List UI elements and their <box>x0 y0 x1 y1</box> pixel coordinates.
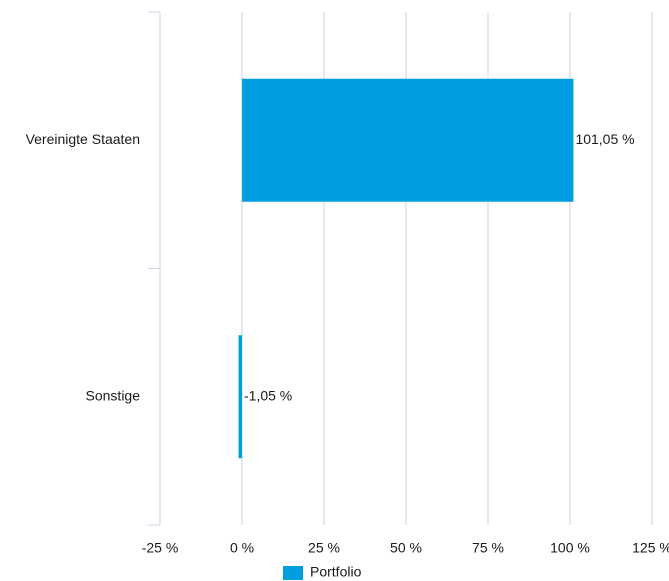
x-tick-label: 0 % <box>230 540 254 556</box>
y-tick-label: Vereinigte Staaten <box>26 131 140 147</box>
legend-label: Portfolio <box>310 564 362 580</box>
x-tick-label: 25 % <box>308 540 340 556</box>
data-label: -1,05 % <box>244 387 292 403</box>
y-tick-label: Sonstige <box>86 387 141 403</box>
x-tick-label: -25 % <box>142 540 179 556</box>
bar <box>238 335 242 459</box>
legend-swatch <box>283 566 303 580</box>
x-tick-label: 75 % <box>472 540 504 556</box>
x-tick-label: 50 % <box>390 540 422 556</box>
x-tick-label: 100 % <box>550 540 590 556</box>
bar <box>242 78 574 202</box>
x-tick-label: 125 % <box>632 540 669 556</box>
data-label: 101,05 % <box>575 131 634 147</box>
